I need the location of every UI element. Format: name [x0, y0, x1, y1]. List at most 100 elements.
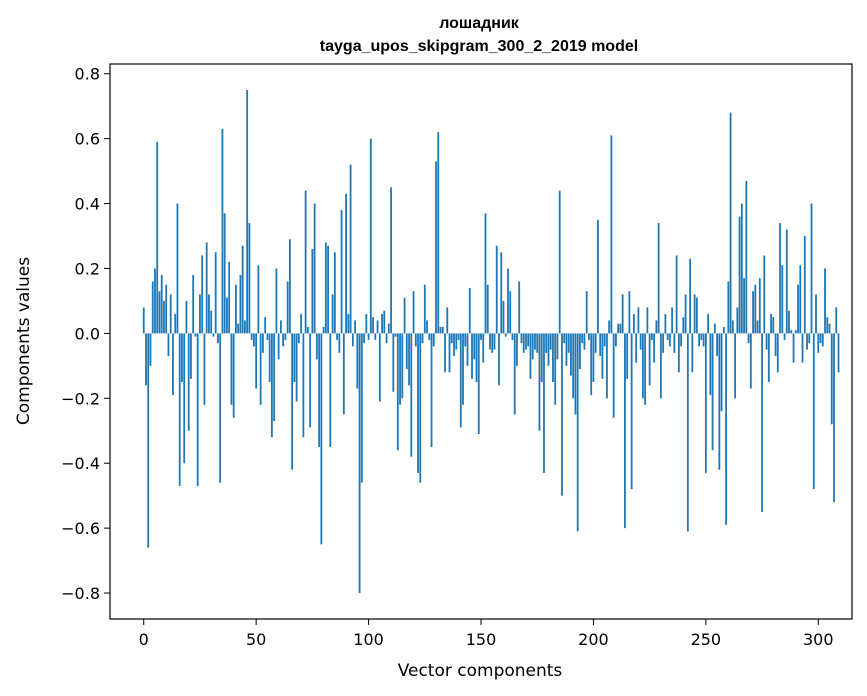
bar: [383, 310, 386, 334]
bar: [727, 281, 730, 334]
bar: [300, 313, 303, 334]
bar: [250, 333, 253, 340]
bar: [273, 333, 276, 422]
bar: [392, 333, 395, 392]
bar: [536, 333, 539, 353]
bar: [450, 333, 453, 344]
bar: [196, 333, 199, 486]
bar: [212, 333, 215, 337]
bar: [340, 210, 343, 334]
bar: [689, 258, 692, 334]
bar: [772, 317, 775, 334]
bar: [552, 333, 554, 383]
bar: [738, 216, 741, 334]
bar: [275, 268, 278, 334]
bar: [527, 333, 530, 347]
bar: [686, 333, 689, 532]
bar: [174, 313, 177, 334]
bar: [504, 333, 507, 337]
x-tick-label: 200: [578, 630, 609, 649]
bar: [713, 323, 716, 334]
bar: [192, 274, 195, 334]
bar: [473, 333, 476, 360]
bar: [172, 333, 174, 396]
bar: [199, 294, 201, 334]
bar: [464, 333, 467, 347]
bar: [264, 317, 267, 334]
bar: [774, 333, 777, 357]
bar: [785, 229, 788, 334]
bar: [610, 135, 613, 334]
bar: [385, 333, 388, 344]
bar: [704, 333, 707, 473]
bar: [390, 187, 392, 334]
bar: [597, 219, 599, 334]
bar: [693, 294, 696, 334]
bar: [603, 333, 606, 347]
y-axis-ticks: −0.8 −0.6 −0.4 −0.2 0.0 0.2 0.4 0.6 0.8: [61, 65, 110, 603]
x-tick-label: 100: [353, 630, 384, 649]
bar: [579, 333, 581, 370]
bar: [428, 333, 431, 340]
bar: [747, 333, 750, 344]
bar: [677, 333, 680, 373]
bar: [615, 333, 617, 347]
bar: [455, 333, 458, 350]
bar: [812, 333, 815, 490]
bar: [187, 333, 190, 431]
bar: [572, 333, 575, 399]
bar: [655, 320, 658, 334]
bar: [446, 307, 449, 334]
bar: [754, 284, 757, 334]
bar: [484, 213, 487, 334]
bar: [145, 333, 147, 386]
bar: [824, 268, 826, 334]
bar: [342, 333, 345, 415]
bar: [502, 300, 505, 334]
bar: [624, 333, 626, 529]
y-tick-label: 0.0: [75, 324, 100, 343]
bar: [558, 190, 561, 334]
bar: [178, 333, 181, 486]
bar: [695, 297, 698, 334]
bar: [646, 307, 649, 334]
bar: [151, 281, 154, 334]
bar: [304, 190, 307, 334]
bar: [257, 265, 260, 334]
bar: [619, 323, 622, 334]
bar: [788, 310, 790, 334]
bar: [279, 320, 282, 334]
bar: [190, 333, 192, 379]
bar: [511, 333, 514, 340]
bar: [441, 326, 444, 334]
bar: [423, 284, 426, 334]
bar: [637, 307, 640, 334]
bar: [565, 333, 568, 366]
bar: [594, 333, 597, 353]
bar: [673, 333, 676, 353]
bar: [518, 281, 521, 334]
bar: [235, 284, 237, 334]
bar: [322, 326, 325, 334]
bar: [803, 236, 806, 334]
chart-subtitle: tayga_upos_skipgram_300_2_2019 model: [320, 38, 638, 55]
y-tick-label: −0.6: [61, 519, 100, 538]
bar: [711, 333, 714, 451]
bar: [403, 297, 406, 334]
bar: [459, 333, 462, 428]
bar: [522, 333, 525, 353]
y-tick-label: 0.6: [75, 130, 100, 149]
bar: [799, 265, 802, 334]
bar: [365, 313, 368, 334]
bar: [394, 333, 397, 337]
bar: [752, 291, 754, 334]
bar: [765, 333, 768, 350]
bar: [230, 333, 233, 405]
bar: [293, 333, 296, 383]
bar: [351, 333, 354, 347]
y-tick-label: −0.2: [61, 389, 100, 408]
bar: [599, 333, 602, 357]
bar: [671, 307, 674, 334]
bar: [360, 333, 363, 483]
bar: [313, 203, 316, 334]
